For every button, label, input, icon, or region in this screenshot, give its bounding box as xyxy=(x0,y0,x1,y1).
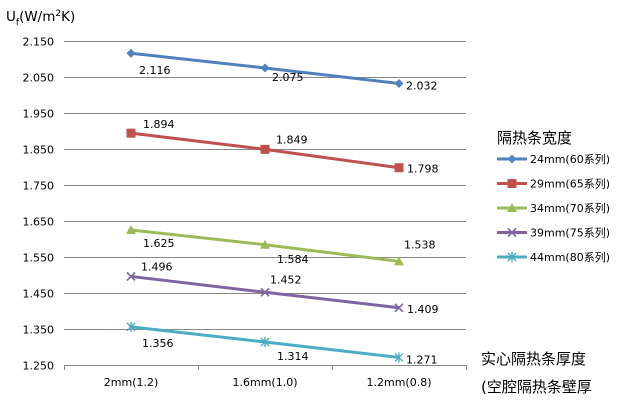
data-label: 1.356 xyxy=(142,337,174,350)
data-labels: 2.116 2.075 2.032 1.894 1.849 1.798 1.625 1.584… xyxy=(139,64,439,366)
data-label: 1.409 xyxy=(407,303,439,316)
data-label: 1.496 xyxy=(141,260,173,273)
plot-series xyxy=(126,48,404,363)
y-tick-label: 1.750 xyxy=(23,180,55,193)
data-label: 1.584 xyxy=(277,253,309,266)
data-label: 1.271 xyxy=(406,353,438,366)
y-axis-title: Uf(W/m2K) xyxy=(6,9,75,28)
x-axis-title-line1: 实心隔热条厚度 xyxy=(481,350,586,368)
data-label: 2.032 xyxy=(406,79,438,92)
data-label: 2.116 xyxy=(139,64,171,77)
series-point xyxy=(260,336,270,347)
legend-label: 39mm(75系列) xyxy=(530,226,610,240)
legend-marker xyxy=(507,154,517,164)
x-axis-title-line2: (空腔隔热条壁厚 xyxy=(481,378,592,396)
series-point xyxy=(394,303,404,313)
y-tick-label: 1.650 xyxy=(23,216,55,229)
data-label: 1.798 xyxy=(407,163,439,176)
series-point xyxy=(394,256,404,266)
data-label: 1.625 xyxy=(143,237,175,250)
y-tick-label: 2.150 xyxy=(23,36,55,49)
x-axis: 2mm(1.2) 1.6mm(1.0) 1.2mm(0.8) xyxy=(64,365,467,389)
y-axis-ticks: 2.150 2.050 1.950 1.850 1.750 1.650 1.550 1.450… xyxy=(23,36,55,373)
y-axis-title-unit-b: K) xyxy=(61,9,75,25)
series-point xyxy=(126,271,136,282)
y-tick-label: 1.450 xyxy=(23,288,55,301)
gridlines xyxy=(64,41,466,366)
series-point xyxy=(260,287,270,297)
data-label: 1.849 xyxy=(276,133,308,146)
legend-marker xyxy=(507,203,517,212)
legend-label: 29mm(65系列) xyxy=(530,177,610,191)
y-axis-title-main: U xyxy=(6,9,16,25)
y-axis-title-unit-a: (W/m xyxy=(19,9,55,25)
y-axis-title-sup: 2 xyxy=(55,9,61,19)
legend-title: 隔热条宽度 xyxy=(497,129,572,147)
x-tick-label: 2mm(1.2) xyxy=(104,376,159,389)
series-point xyxy=(260,144,270,154)
series-point xyxy=(126,48,136,58)
y-tick-label: 1.550 xyxy=(23,252,55,265)
data-label: 1.894 xyxy=(143,118,175,131)
y-tick-label: 1.250 xyxy=(23,360,55,373)
series-point xyxy=(394,78,404,88)
legend-marker xyxy=(507,252,517,262)
y-tick-label: 1.850 xyxy=(23,144,55,157)
legend-marker xyxy=(507,179,517,188)
series-point xyxy=(126,128,136,138)
series-point xyxy=(126,225,136,234)
legend: 24mm(60系列) 29mm(65系列) 34mm(70系列) 39mm(75系列)… xyxy=(497,152,610,264)
x-tick-label: 1.2mm(0.8) xyxy=(366,376,431,389)
y-tick-label: 1.950 xyxy=(23,108,55,121)
legend-marker xyxy=(507,227,517,238)
y-axis-title-sub: f xyxy=(16,18,20,28)
data-label: 1.538 xyxy=(404,238,436,251)
series-point xyxy=(394,163,404,173)
data-label: 1.314 xyxy=(277,350,309,363)
data-label: 2.075 xyxy=(272,71,304,84)
legend-label: 24mm(60系列) xyxy=(530,152,610,166)
y-tick-label: 1.350 xyxy=(23,324,55,337)
legend-label: 44mm(80系列) xyxy=(530,250,610,264)
series-point xyxy=(260,239,270,249)
legend-label: 34mm(70系列) xyxy=(530,201,610,215)
x-tick-label: 1.6mm(1.0) xyxy=(232,376,297,389)
series-point xyxy=(260,63,270,73)
data-label: 1.452 xyxy=(270,273,302,286)
series-point xyxy=(126,321,136,332)
y-tick-label: 2.050 xyxy=(23,72,55,85)
series-point xyxy=(394,352,404,363)
